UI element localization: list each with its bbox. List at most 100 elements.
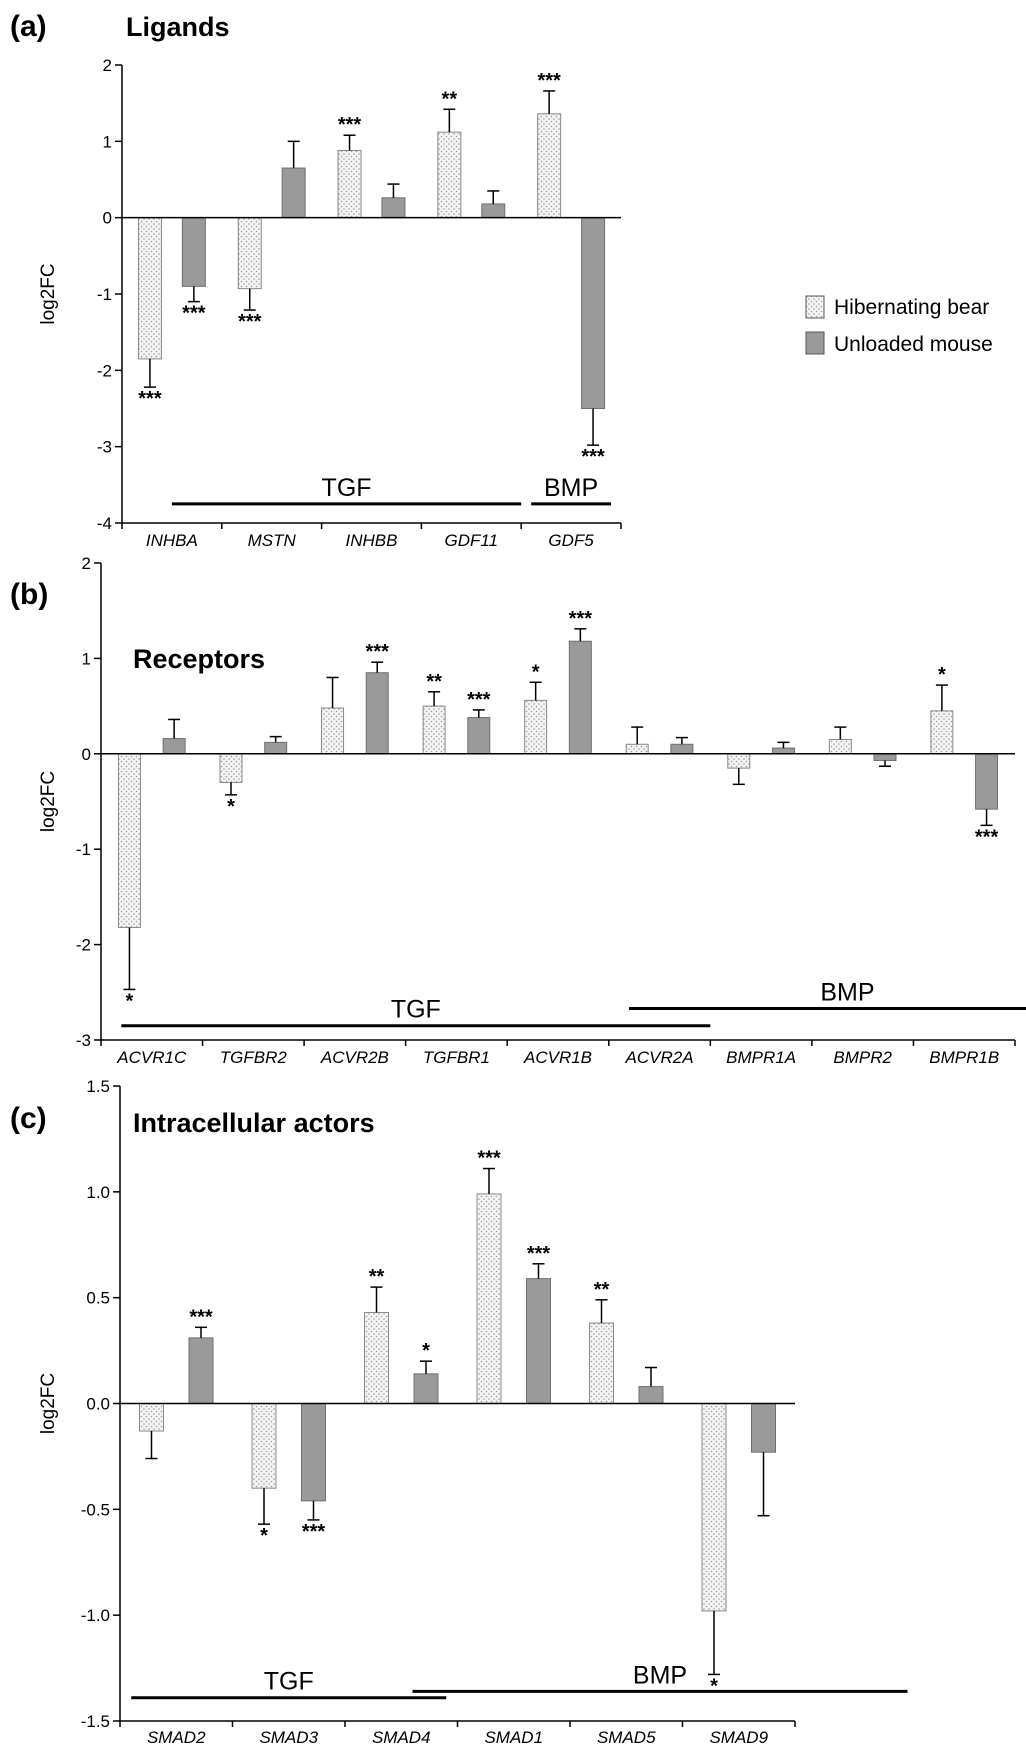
- significance-marker: ***: [527, 1243, 551, 1265]
- category-label: GDF11: [445, 531, 499, 550]
- category-label: TGFBR1: [423, 1048, 490, 1067]
- significance-marker: ***: [302, 1521, 326, 1543]
- category-label: SMAD9: [709, 1728, 768, 1747]
- category-label: ACVR1C: [116, 1048, 187, 1067]
- y-tick-label: -0.5: [81, 1500, 110, 1519]
- y-tick-label: 0.0: [86, 1395, 110, 1414]
- bar-unloaded-mouse: [181, 217, 206, 287]
- bar-unloaded-mouse: [670, 743, 694, 755]
- category-label: ACVR2B: [320, 1048, 389, 1067]
- group-label: BMP: [633, 1661, 687, 1689]
- bar-hibernating-bear: [701, 1403, 727, 1612]
- group-label: BMP: [544, 474, 598, 502]
- bar-unloaded-mouse: [467, 717, 491, 755]
- significance-marker: ***: [366, 641, 390, 663]
- category-label: BMPR1B: [929, 1048, 999, 1067]
- significance-marker: ***: [138, 388, 162, 410]
- bar-hibernating-bear: [219, 753, 243, 783]
- significance-marker: ***: [975, 826, 999, 848]
- group-label: TGF: [264, 1668, 314, 1696]
- bar-hibernating-bear: [537, 113, 562, 219]
- panel-title: Ligands: [126, 12, 230, 42]
- legend-swatch-mouse: [805, 331, 825, 355]
- group-label: TGF: [322, 474, 372, 502]
- panel-a-ligands: (a) Ligands -4 -3 -2 -1 0 1 2 log2FC INHBA MSTN INHB…: [10, 10, 622, 550]
- bar-unloaded-mouse: [365, 672, 389, 755]
- significance-marker: ***: [467, 689, 491, 711]
- legend-swatch-bear: [805, 295, 825, 319]
- significance-marker: *: [532, 661, 540, 683]
- category-label: SMAD5: [597, 1728, 656, 1747]
- bar-hibernating-bear: [364, 1311, 389, 1404]
- group-label: BMP: [820, 979, 874, 1007]
- y-tick-label: 2: [82, 554, 91, 573]
- bar-unloaded-mouse: [188, 1337, 214, 1404]
- bar-unloaded-mouse: [526, 1278, 551, 1405]
- y-tick-label: 1: [82, 649, 91, 668]
- bar-unloaded-mouse: [301, 1403, 326, 1502]
- category-label: SMAD4: [372, 1728, 431, 1747]
- bar-unloaded-mouse: [481, 203, 506, 219]
- y-tick-label: -1.0: [81, 1606, 110, 1625]
- y-tick-label: 1: [103, 132, 112, 151]
- bar-hibernating-bear: [828, 738, 852, 755]
- panel-c-intracellular-actors: (c) Intracellular actors -1.5 -1.0 -0.5 0.0 0.…: [10, 1077, 908, 1747]
- significance-marker: *: [227, 796, 235, 818]
- y-tick-label: -2: [97, 361, 112, 380]
- bar-hibernating-bear: [337, 149, 362, 219]
- y-tick-label: -2: [76, 936, 91, 955]
- bar-unloaded-mouse: [281, 167, 306, 219]
- legend-label-mouse: Unloaded mouse: [834, 333, 993, 356]
- bar-hibernating-bear: [117, 753, 141, 928]
- category-label: ACVR2A: [625, 1048, 694, 1067]
- y-tick-label: -1: [76, 840, 91, 859]
- significance-marker: ***: [238, 311, 262, 333]
- significance-marker: ***: [569, 608, 593, 630]
- bar-unloaded-mouse: [581, 217, 606, 409]
- panel-b-receptors: (b) Receptors -3 -2 -1 0 1 2 log2FC ACVR1C TGFBR2 A…: [10, 554, 1026, 1067]
- category-label: SMAD3: [259, 1728, 318, 1747]
- bar-hibernating-bear: [321, 707, 345, 755]
- panel-title: Receptors: [133, 644, 265, 674]
- bar-unloaded-mouse: [638, 1386, 664, 1404]
- panel-label: (a): [10, 10, 47, 43]
- y-tick-label: 2: [103, 56, 112, 75]
- significance-marker: ***: [338, 114, 362, 136]
- category-label: BMPR2: [833, 1048, 892, 1067]
- significance-marker: *: [260, 1525, 268, 1547]
- y-tick-label: 0: [103, 209, 112, 228]
- group-label: TGF: [391, 996, 441, 1024]
- significance-marker: **: [369, 1266, 385, 1288]
- category-label: INHBB: [346, 531, 398, 550]
- category-label: SMAD2: [147, 1728, 206, 1747]
- category-label: MSTN: [248, 531, 297, 550]
- panel-label: (b): [10, 578, 48, 611]
- y-tick-label: 1.5: [86, 1077, 110, 1096]
- y-axis-label: log2FC: [38, 771, 59, 832]
- significance-marker: *: [938, 664, 946, 686]
- bar-hibernating-bear: [930, 710, 954, 755]
- bar-unloaded-mouse: [751, 1403, 776, 1453]
- significance-marker: **: [426, 671, 442, 693]
- category-label: TGFBR2: [220, 1048, 288, 1067]
- y-axis-label: log2FC: [38, 1373, 59, 1434]
- bar-unloaded-mouse: [162, 738, 186, 755]
- bar-unloaded-mouse: [568, 640, 592, 755]
- bar-unloaded-mouse: [873, 753, 897, 761]
- bar-hibernating-bear: [476, 1193, 502, 1404]
- y-axis-label: log2FC: [38, 263, 59, 324]
- significance-marker: ***: [581, 446, 605, 468]
- y-tick-label: -1: [97, 285, 112, 304]
- bar-hibernating-bear: [137, 217, 162, 360]
- significance-marker: *: [126, 990, 134, 1012]
- legend-label-bear: Hibernating bear: [834, 296, 989, 319]
- significance-marker: **: [442, 88, 458, 110]
- y-tick-label: -1.5: [81, 1712, 110, 1731]
- significance-marker: *: [710, 1675, 718, 1697]
- bar-unloaded-mouse: [975, 753, 999, 810]
- significance-marker: ***: [477, 1148, 501, 1170]
- y-tick-label: -3: [97, 438, 112, 457]
- significance-marker: ***: [537, 70, 561, 92]
- category-label: INHBA: [146, 531, 198, 550]
- y-tick-label: -4: [97, 514, 112, 533]
